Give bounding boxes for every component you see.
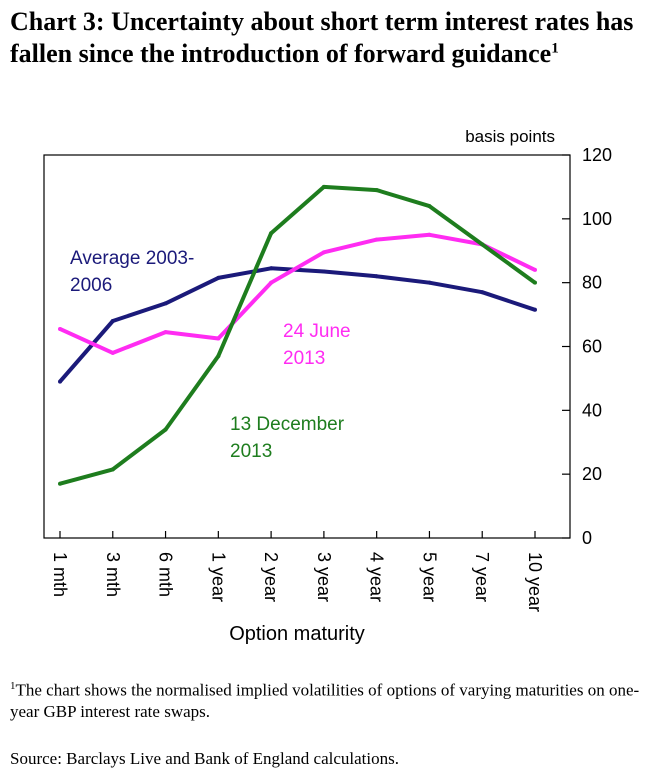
series-label-1: 2006 (70, 275, 112, 296)
series-lines (58, 184, 537, 486)
line-chart: basis points Option maturity 0 20 40 60 80 10… (43, 127, 612, 645)
series-3-point (427, 204, 432, 209)
x-axis: 1 mth 3 mth 6 mth 1 year 2 year 3 year 4 year 5… (50, 531, 545, 612)
series-1-point (427, 280, 432, 285)
series-3-point (321, 184, 326, 189)
x-tick-label: 5 year (419, 552, 439, 602)
series-line-2 (59, 232, 536, 355)
series-1-point (533, 307, 537, 312)
series-2-point (374, 237, 379, 242)
series-2-point (427, 232, 432, 237)
x-tick-label: 3 mth (103, 552, 123, 597)
series-3-point (269, 231, 274, 236)
y-tick-label: 40 (582, 400, 602, 420)
x-tick-label: 10 year (525, 552, 545, 612)
series-1-point (480, 290, 485, 295)
series-2-point (321, 250, 326, 255)
series-label-2: 2013 (283, 348, 325, 369)
series-label-2: 24 June (283, 321, 351, 342)
series-2-point (110, 350, 115, 355)
series-1-point (58, 379, 62, 384)
series-3-point (216, 354, 221, 359)
series-1-point (163, 301, 168, 306)
chart-title-text: Chart 3: Uncertainty about short term in… (10, 7, 634, 68)
x-tick-label: 2 year (261, 552, 281, 602)
series-1-point (374, 274, 379, 279)
x-tick-label: 6 mth (156, 552, 176, 597)
series-line-1 (58, 266, 536, 383)
y-axis-label: basis points (465, 127, 555, 146)
x-tick-label: 7 year (472, 552, 492, 602)
series-labels: Average 2003- 2006 24 June 2013 13 December 2… (70, 248, 351, 462)
series-label-1: Average 2003- (70, 248, 194, 269)
x-axis-label: Option maturity (229, 623, 365, 645)
chart-title: Chart 3: Uncertainty about short term in… (10, 6, 635, 70)
y-tick-label: 120 (582, 145, 612, 165)
series-3-point (533, 280, 537, 285)
series-line-3 (59, 184, 537, 486)
series-3-point (480, 242, 485, 247)
y-tick-label: 20 (582, 464, 602, 484)
series-3-point (374, 188, 379, 193)
footnote-text: The chart shows the normalised implied v… (10, 680, 640, 721)
y-axis: 0 20 40 60 80 100 120 (562, 145, 612, 548)
series-3-point (163, 427, 168, 432)
footnote: 1The chart shows the normalised implied … (10, 676, 640, 722)
series-1-point (110, 318, 115, 323)
series-2-point (216, 336, 221, 341)
x-tick-label: 1 mth (50, 552, 70, 597)
series-2-point (163, 330, 168, 335)
series-label-3: 13 December (230, 414, 345, 435)
y-tick-label: 100 (582, 209, 612, 229)
title-footnote-marker: 1 (551, 40, 559, 57)
footnote-marker: 1 (10, 680, 16, 692)
series-3-point (110, 467, 115, 472)
plot-frame (43, 154, 571, 539)
x-tick-label: 3 year (314, 552, 334, 602)
x-tick-label: 4 year (367, 552, 387, 602)
series-1-point (216, 275, 221, 280)
series-2-point (533, 267, 537, 272)
series-2-point (269, 280, 274, 285)
x-tick-label: 1 year (208, 552, 228, 602)
series-1-point (321, 269, 326, 274)
y-tick-label: 80 (582, 273, 602, 293)
source-note: Source: Barclays Live and Bank of Englan… (10, 749, 399, 768)
series-3-point (58, 481, 62, 486)
series-1-point (269, 266, 274, 271)
y-tick-label: 60 (582, 337, 602, 357)
y-tick-label: 0 (582, 528, 592, 548)
series-label-3: 2013 (230, 441, 272, 462)
series-2-point (58, 326, 62, 331)
